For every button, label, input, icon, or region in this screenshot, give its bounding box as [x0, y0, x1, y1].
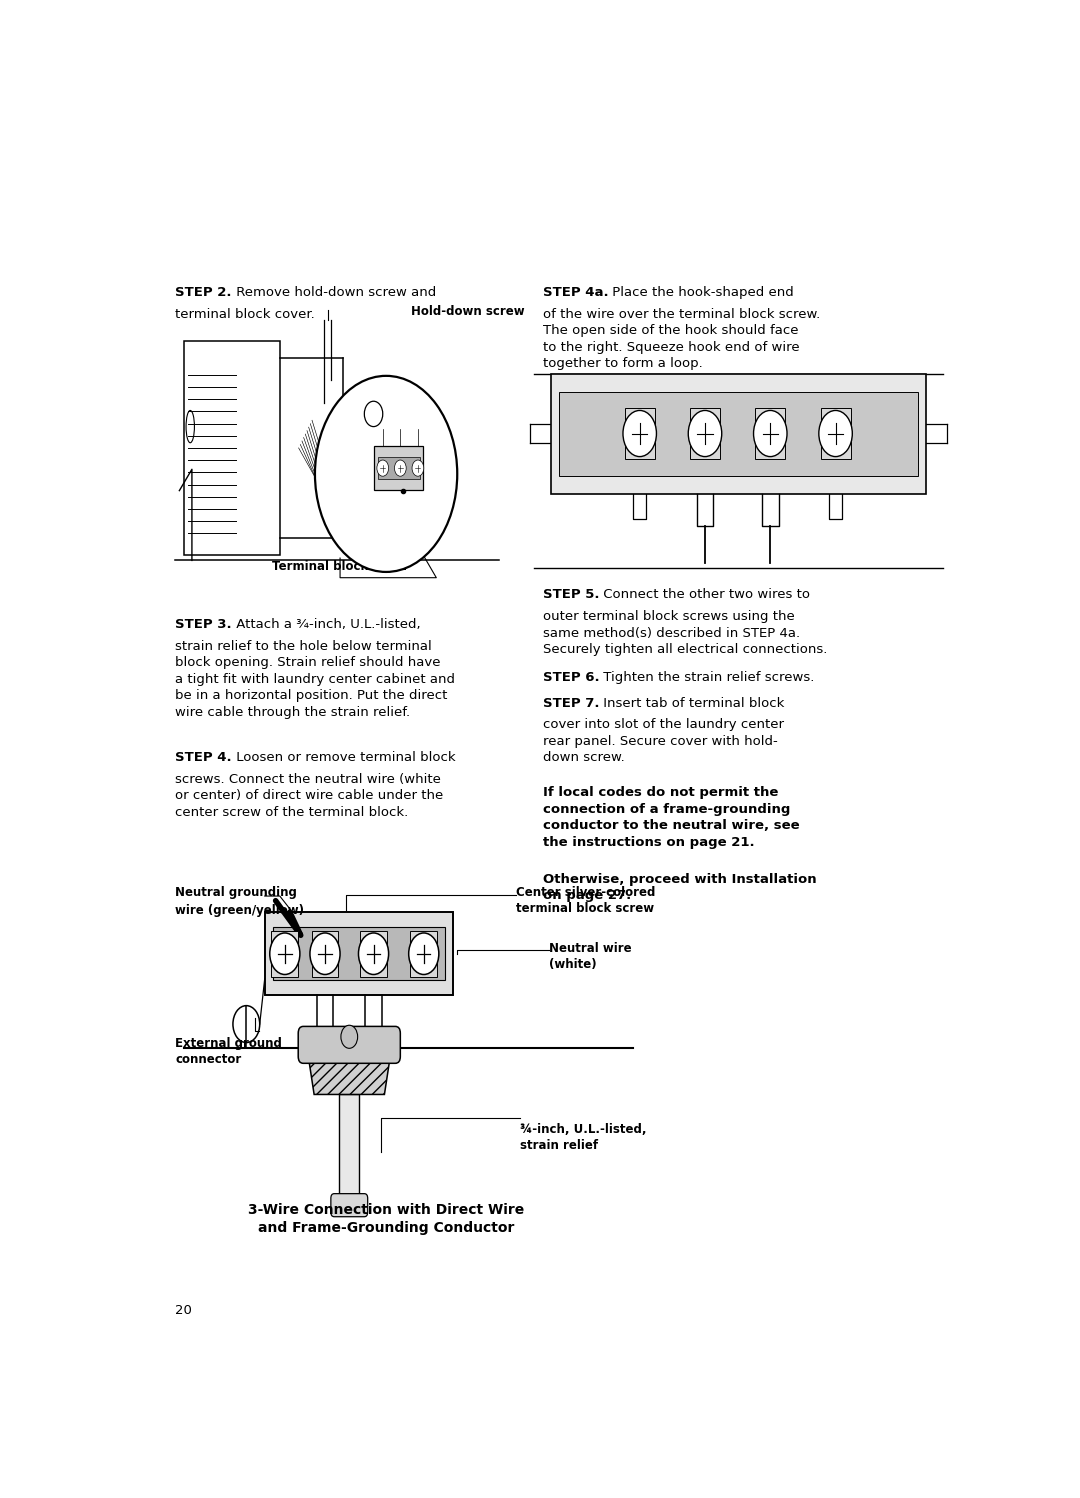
- Text: External ground
connector: External ground connector: [175, 1037, 282, 1065]
- Circle shape: [623, 410, 657, 457]
- Bar: [375, 446, 423, 490]
- Text: 3-Wire Connection with Direct Wire
and Frame-Grounding Conductor: 3-Wire Connection with Direct Wire and F…: [248, 1203, 524, 1236]
- Text: If local codes do not permit the
connection of a frame-grounding
conductor to th: If local codes do not permit the connect…: [542, 786, 799, 849]
- Text: Terminal block cover: Terminal block cover: [272, 560, 408, 574]
- Circle shape: [819, 410, 852, 457]
- Bar: [271, 930, 298, 977]
- Bar: [339, 1095, 360, 1200]
- Text: strain relief to the hole below terminal
block opening. Strain relief should hav: strain relief to the hole below terminal…: [175, 640, 455, 719]
- Bar: [410, 930, 437, 977]
- Text: wire (green/yellow): wire (green/yellow): [175, 905, 305, 917]
- Bar: [360, 930, 387, 977]
- Circle shape: [359, 933, 389, 975]
- Text: Connect the other two wires to: Connect the other two wires to: [599, 589, 810, 601]
- Text: 20: 20: [175, 1305, 192, 1317]
- Circle shape: [310, 933, 340, 975]
- Bar: [559, 391, 918, 475]
- Text: of the wire over the terminal block screw.
The open side of the hook should face: of the wire over the terminal block scre…: [542, 307, 820, 370]
- Polygon shape: [308, 1050, 391, 1095]
- Text: Insert tab of terminal block: Insert tab of terminal block: [599, 697, 784, 710]
- Text: STEP 4.: STEP 4.: [175, 750, 232, 764]
- Text: Hold-down screw: Hold-down screw: [410, 306, 524, 319]
- Bar: [312, 930, 338, 977]
- FancyBboxPatch shape: [298, 1026, 401, 1064]
- Text: terminal block cover.: terminal block cover.: [175, 307, 315, 321]
- Text: Tighten the strain relief screws.: Tighten the strain relief screws.: [599, 671, 814, 685]
- Bar: [821, 407, 851, 458]
- Circle shape: [270, 933, 300, 975]
- Bar: [755, 407, 785, 458]
- Text: STEP 5.: STEP 5.: [542, 589, 599, 601]
- Bar: [273, 927, 445, 980]
- Text: STEP 7.: STEP 7.: [542, 697, 599, 710]
- Text: Place the hook-shaped end: Place the hook-shaped end: [608, 286, 794, 300]
- Circle shape: [394, 460, 406, 476]
- FancyBboxPatch shape: [330, 1194, 367, 1216]
- Bar: [378, 457, 419, 479]
- Circle shape: [413, 460, 423, 476]
- Text: STEP 3.: STEP 3.: [175, 619, 232, 631]
- Text: Neutral grounding: Neutral grounding: [175, 885, 297, 899]
- Circle shape: [377, 460, 389, 476]
- Circle shape: [408, 933, 438, 975]
- Bar: [690, 407, 720, 458]
- Text: ¾-inch, U.L.-listed,
strain relief: ¾-inch, U.L.-listed, strain relief: [521, 1124, 647, 1152]
- Text: Attach a ¾-inch, U.L.-listed,: Attach a ¾-inch, U.L.-listed,: [232, 619, 420, 631]
- Text: outer terminal block screws using the
same method(s) described in STEP 4a.
Secur: outer terminal block screws using the sa…: [542, 610, 827, 656]
- Text: STEP 4a.: STEP 4a.: [542, 286, 608, 300]
- Circle shape: [754, 410, 787, 457]
- Text: Otherwise, proceed with Installation
on page 27.: Otherwise, proceed with Installation on …: [542, 873, 816, 902]
- Circle shape: [315, 376, 457, 572]
- Circle shape: [688, 410, 721, 457]
- Bar: [624, 407, 654, 458]
- Text: screws. Connect the neutral wire (white
or center) of direct wire cable under th: screws. Connect the neutral wire (white …: [175, 773, 444, 818]
- Text: STEP 6.: STEP 6.: [542, 671, 599, 685]
- Text: Neutral wire
(white): Neutral wire (white): [550, 942, 632, 971]
- Bar: [265, 912, 454, 995]
- Text: Remove hold-down screw and: Remove hold-down screw and: [232, 286, 436, 300]
- Text: STEP 2.: STEP 2.: [175, 286, 232, 300]
- Text: Center silver-colored
terminal block screw: Center silver-colored terminal block scr…: [516, 885, 656, 915]
- Bar: [551, 373, 926, 493]
- Text: cover into slot of the laundry center
rear panel. Secure cover with hold-
down s: cover into slot of the laundry center re…: [542, 719, 784, 764]
- Text: Loosen or remove terminal block: Loosen or remove terminal block: [232, 750, 456, 764]
- Circle shape: [341, 1025, 357, 1049]
- Bar: [184, 342, 280, 554]
